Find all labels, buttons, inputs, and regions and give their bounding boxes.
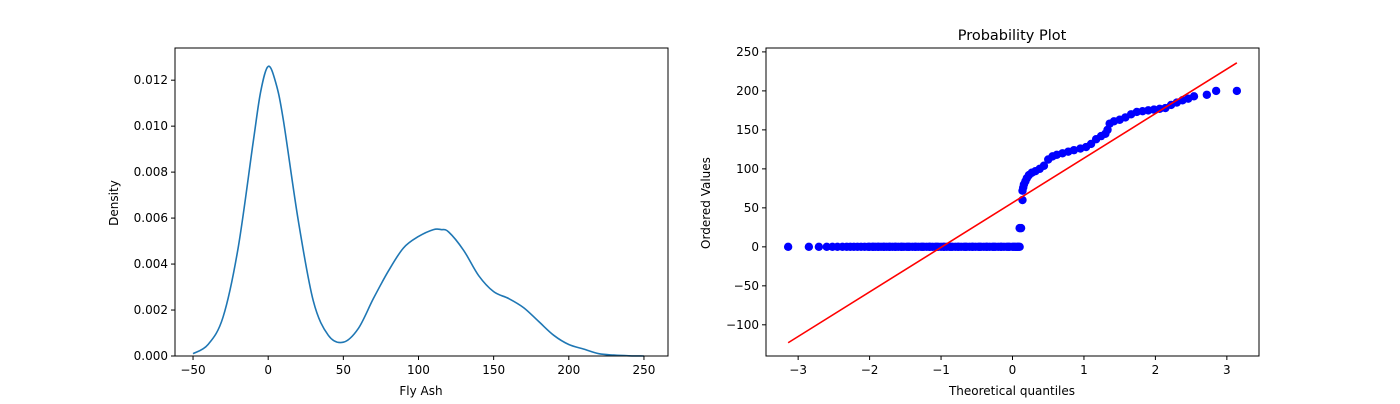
kde-xtick-label: 250 [632, 363, 655, 377]
kde-xtick-label: 0 [264, 363, 272, 377]
probplot-axes-frame [765, 47, 1260, 357]
probplot-title: Probability Plot [958, 28, 1067, 44]
probplot-xtick-label: 1 [1080, 363, 1088, 377]
probplot-ytick-label: 100 [736, 162, 759, 176]
probplot-point [1211, 86, 1221, 96]
probplot-point [1039, 161, 1049, 170]
probplot-xtick-label: −2 [861, 363, 879, 377]
kde-ytick-label: 0.008 [134, 165, 168, 179]
probplot-xtick-label: −3 [789, 363, 807, 377]
probplot-point [1202, 90, 1212, 99]
kde-xticks: −50 0 50 100 150 200 250 [180, 356, 655, 377]
probplot-point [814, 242, 824, 252]
kde-xtick-label: 200 [557, 363, 580, 377]
probplot-fit-line [787, 62, 1238, 344]
kde-panel: −50 0 50 100 150 200 250 0.0000.0020.0040.0060… [107, 47, 669, 398]
probplot-ytick-label: 150 [736, 123, 759, 137]
kde-ytick-label: 0.002 [134, 303, 168, 317]
probplot-xticks: −3 −2 −1 0 1 2 3 [789, 356, 1231, 377]
probplot-ytick-label: −100 [726, 318, 759, 332]
probplot-xtick-label: 3 [1223, 363, 1231, 377]
kde-xtick-label: 150 [482, 363, 505, 377]
kde-ytick-label: 0.006 [134, 211, 168, 225]
probplot-ytick-label: −50 [734, 279, 759, 293]
kde-xtick-label: 50 [336, 363, 351, 377]
kde-xlabel: Fly Ash [399, 384, 442, 398]
kde-ytick-label: 0.000 [134, 349, 168, 363]
probplot-point [1069, 145, 1079, 155]
kde-axes-frame [174, 47, 669, 357]
probplot-ytick-label: 0 [751, 240, 759, 254]
kde-ytick-label: 0.012 [134, 73, 168, 87]
probplot-xlabel: Theoretical quantiles [948, 384, 1075, 398]
probplot-ytick-label: 50 [744, 201, 759, 215]
probplot-point [1232, 86, 1242, 96]
probplot-point [1189, 92, 1199, 101]
probplot-ytick-label: 250 [736, 45, 759, 59]
probplot-xtick-label: −1 [932, 363, 950, 377]
kde-series-line [192, 65, 644, 357]
probplot-point [1016, 223, 1026, 233]
kde-ytick-label: 0.010 [134, 119, 168, 133]
kde-ytick-label: 0.004 [134, 257, 168, 271]
probplot-xtick-label: 0 [1009, 363, 1017, 377]
probplot-xtick-label: 2 [1152, 363, 1160, 377]
probplot-ytick-label: 200 [736, 84, 759, 98]
probplot-point [783, 242, 793, 252]
kde-xtick-label: 100 [407, 363, 430, 377]
probplot-panel: −3 −2 −1 0 1 2 3 −100 −50 0 50 100 150 200 250 Theore… [699, 28, 1260, 398]
kde-xtick-label: −50 [180, 363, 205, 377]
kde-ylabel: Density [107, 180, 121, 226]
probplot-point [1014, 242, 1023, 252]
probplot-point [804, 242, 814, 252]
probplot-marks [783, 62, 1242, 344]
probplot-ylabel: Ordered Values [699, 157, 713, 249]
kde-yticks: 0.000 0.002 0.004 0.006 0.008 0.010 0.012 [134, 73, 175, 363]
kde-marks [192, 65, 644, 357]
probplot-yticks: −100 −50 0 50 100 150 200 250 [726, 45, 766, 332]
